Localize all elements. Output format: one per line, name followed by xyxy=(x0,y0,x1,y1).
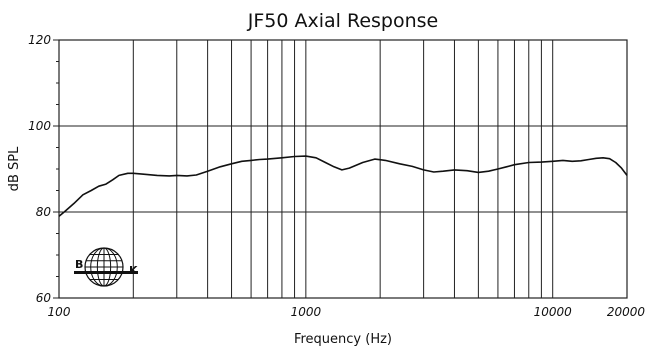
x-tick-label: 1000 xyxy=(291,305,322,319)
logo-letter-b: B xyxy=(75,258,83,271)
y-tick-label: 120 xyxy=(28,33,51,47)
x-tick-label: 10000 xyxy=(534,305,573,319)
logo-bar xyxy=(74,271,138,274)
y-tick-label: 100 xyxy=(28,119,51,133)
response-curve xyxy=(58,155,628,217)
plot-frame xyxy=(58,39,628,299)
x-axis-label: Frequency (Hz) xyxy=(294,332,392,347)
chart-title: JF50 Axial Response xyxy=(247,10,438,32)
logo-letter-k: K xyxy=(129,264,138,277)
y-tick-label: 60 xyxy=(36,291,52,305)
y-axis-label: dB SPL xyxy=(7,146,22,191)
x-tick-label: 100 xyxy=(48,305,71,319)
y-tick-label: 80 xyxy=(36,205,52,219)
x-tick-label: 20000 xyxy=(607,305,645,319)
